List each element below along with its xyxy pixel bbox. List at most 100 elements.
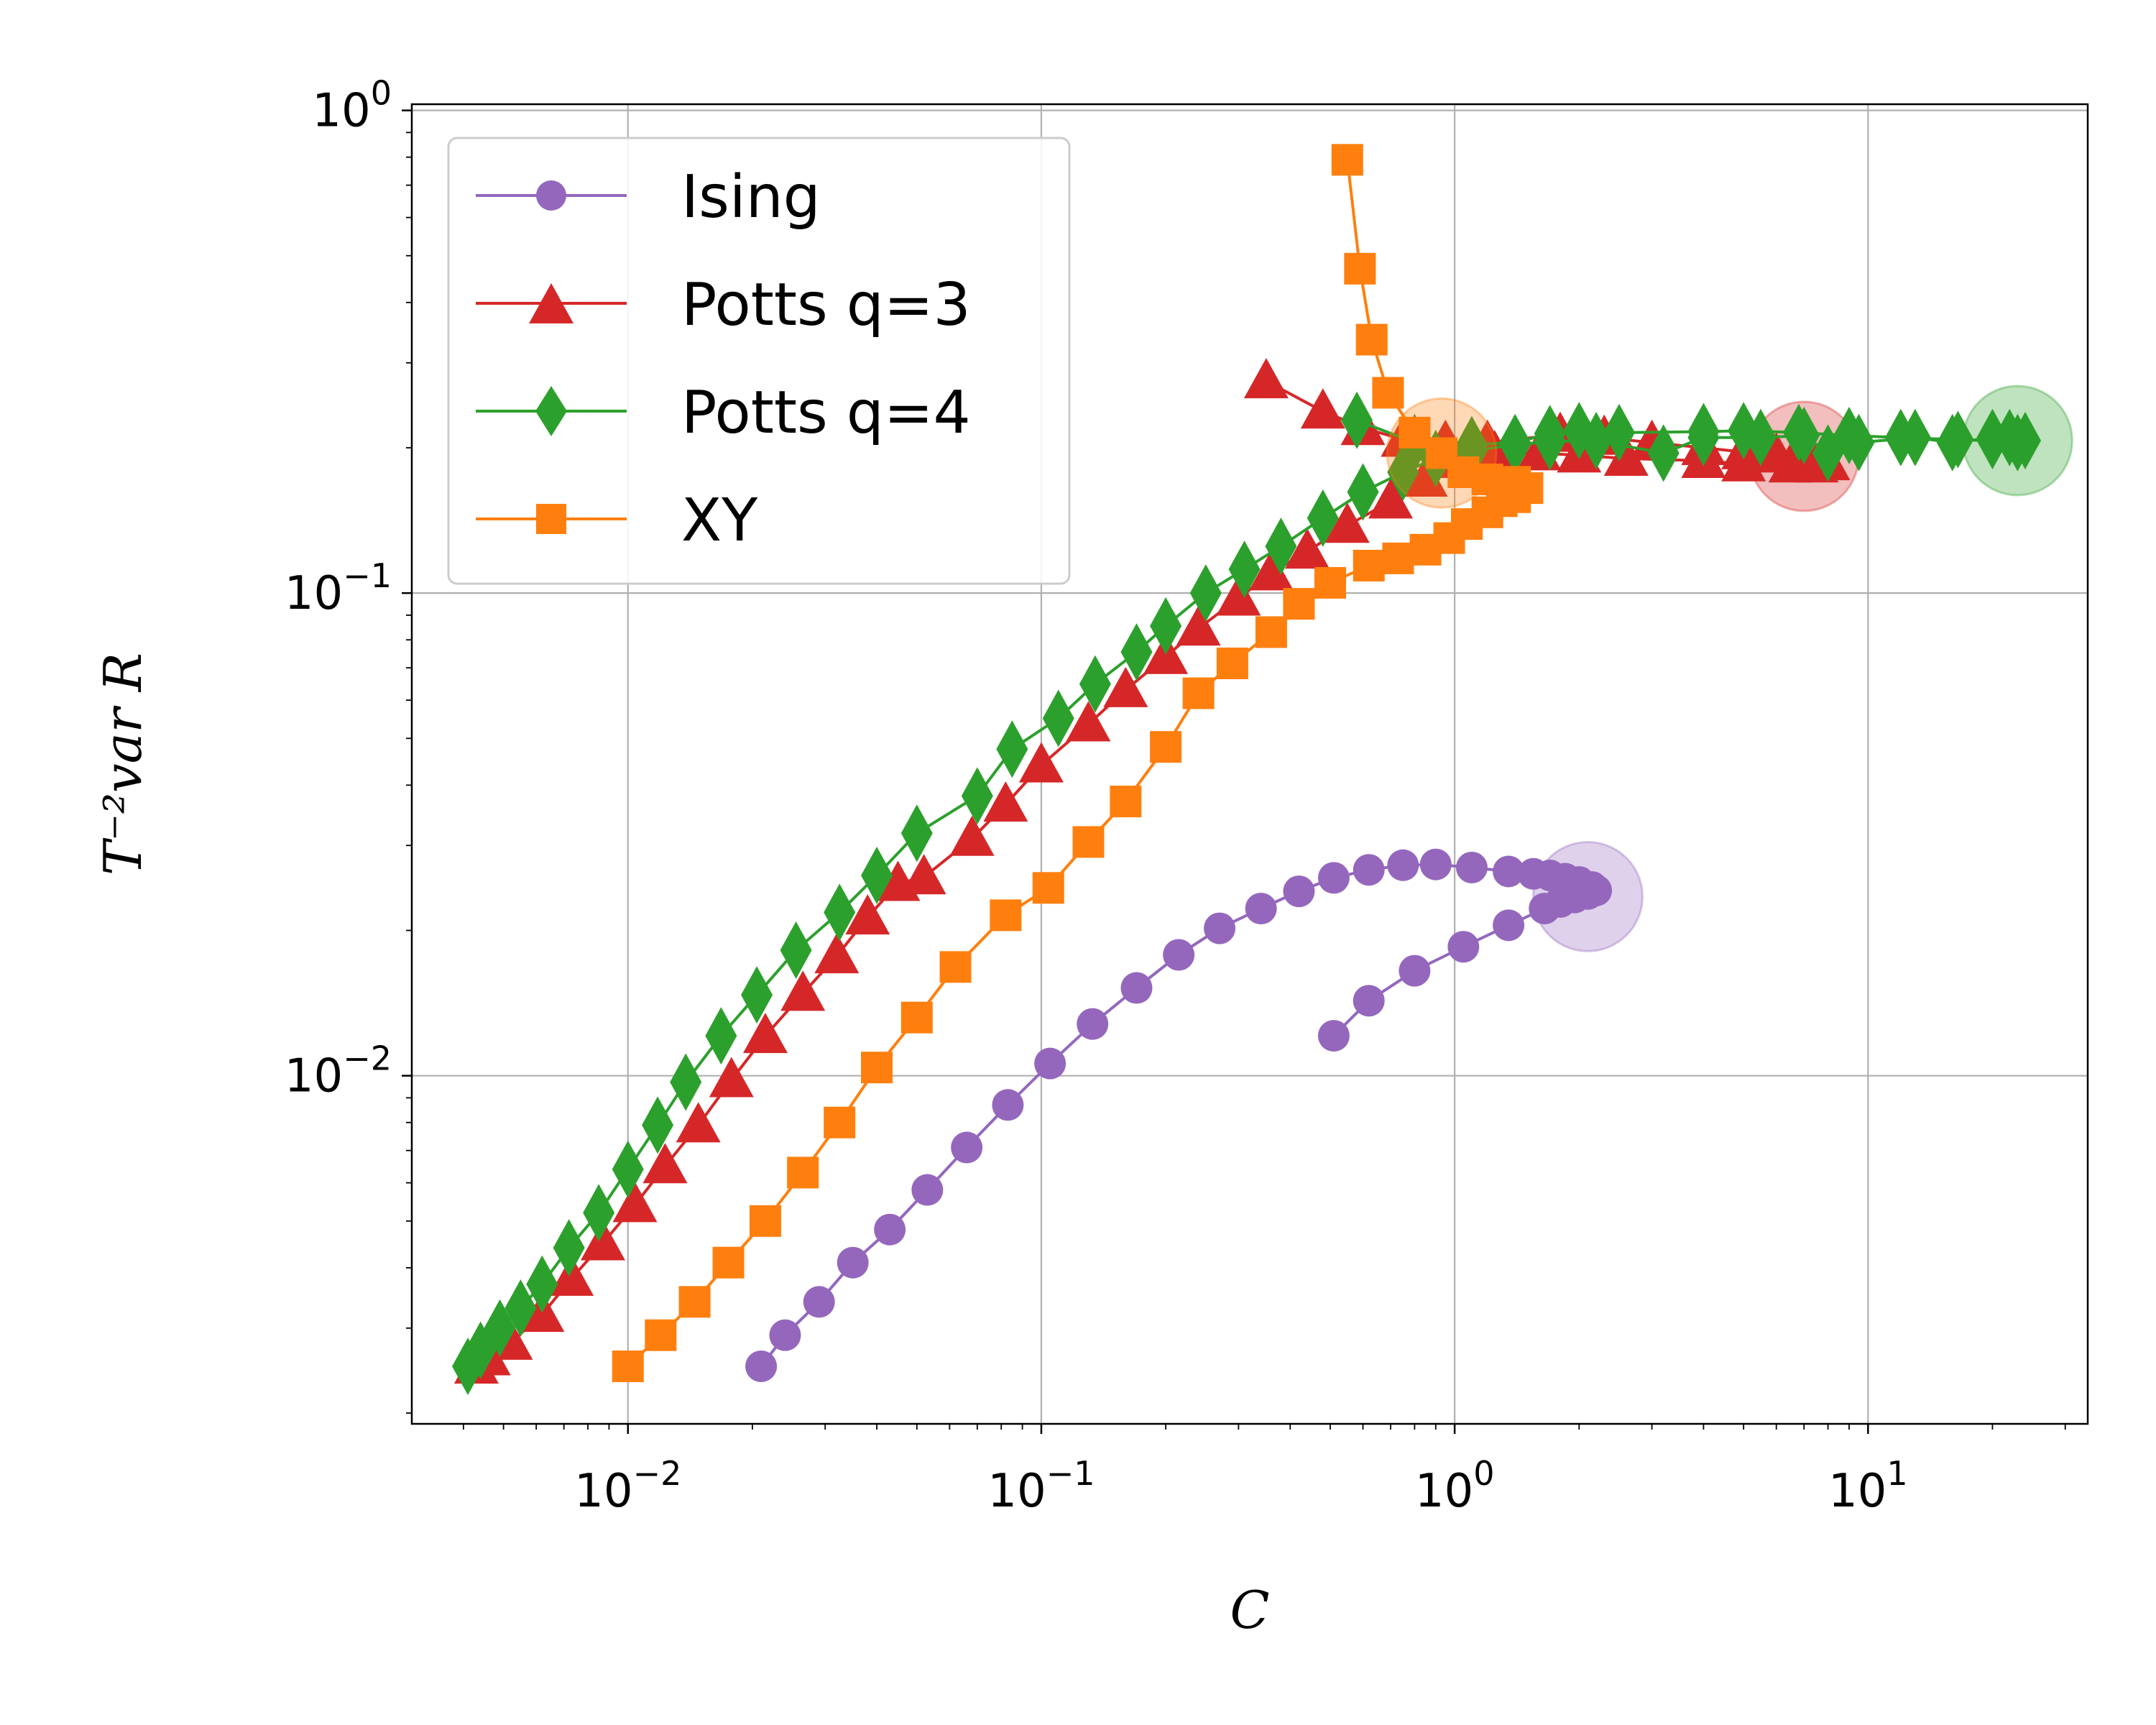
legend-entry-xy: XY <box>476 487 758 555</box>
data-point <box>1976 411 2009 469</box>
data-point <box>1647 424 1680 482</box>
legend-label: Ising <box>681 163 821 231</box>
data-point <box>742 1013 788 1054</box>
legend-marker-diamond <box>535 386 567 436</box>
data-point <box>1018 742 1064 783</box>
x-tick-label: 100 <box>1415 1454 1495 1518</box>
data-point <box>1120 972 1153 1004</box>
data-point <box>780 921 812 980</box>
data-point <box>1317 1020 1350 1052</box>
data-point <box>712 1246 745 1279</box>
data-point <box>1455 851 1488 883</box>
data-point <box>1300 388 1345 429</box>
data-point <box>505 1279 537 1337</box>
data-point <box>1176 605 1221 646</box>
data-point <box>1368 478 1414 519</box>
data-point <box>1042 689 1074 748</box>
data-point <box>983 781 1028 822</box>
data-point <box>1255 616 1287 648</box>
data-point <box>1216 575 1261 616</box>
data-point <box>705 1007 737 1065</box>
y-tick-label: 100 <box>312 74 392 138</box>
data-point <box>824 1106 856 1138</box>
data-point <box>1399 954 1431 987</box>
x-axis-label: C <box>1230 1580 1269 1640</box>
data-point <box>1399 416 1431 448</box>
data-point <box>2001 413 2034 472</box>
data-point <box>553 1219 585 1277</box>
data-point <box>1493 909 1525 942</box>
data-point <box>1283 588 1315 620</box>
data-point <box>1529 893 1561 925</box>
data-point <box>709 1057 754 1098</box>
data-point <box>580 1220 625 1261</box>
data-point <box>642 1143 688 1184</box>
series-xy <box>612 144 1544 1382</box>
data-point <box>1182 677 1215 709</box>
data-point <box>1283 875 1315 908</box>
data-point <box>1419 848 1452 880</box>
data-point <box>642 1096 674 1154</box>
data-point <box>1325 502 1370 543</box>
data-point <box>1728 402 1760 460</box>
data-point <box>745 1350 778 1382</box>
data-point <box>939 951 972 983</box>
data-point <box>769 1319 801 1351</box>
x-tick-label: 101 <box>1828 1454 1908 1518</box>
data-point <box>1204 912 1236 944</box>
data-point <box>1344 252 1376 285</box>
data-point <box>1163 939 1195 971</box>
data-point <box>1079 655 1111 713</box>
legend-label: Potts q=4 <box>681 379 971 447</box>
x-tick-label: 10−2 <box>574 1454 681 1518</box>
data-point <box>996 720 1028 778</box>
legend-label: Potts q=3 <box>681 271 971 339</box>
series-layer <box>452 144 2073 1395</box>
data-point <box>676 1102 721 1143</box>
legend-marker-circle <box>536 180 566 211</box>
data-point <box>1353 854 1385 886</box>
data-point <box>845 894 890 935</box>
data-point <box>1034 1047 1067 1080</box>
data-point <box>1942 410 1974 469</box>
data-point <box>1372 377 1404 409</box>
data-point <box>1245 893 1277 925</box>
data-point <box>678 1286 711 1318</box>
minor-ticks <box>406 132 2066 1430</box>
data-point <box>526 1255 558 1313</box>
plot-frame <box>410 103 2089 1425</box>
data-point <box>961 767 993 825</box>
data-point <box>1077 1008 1109 1040</box>
data-point <box>1317 862 1350 894</box>
data-point <box>1833 407 1865 465</box>
legend-label: XY <box>681 487 758 555</box>
data-point <box>951 1131 983 1164</box>
data-point <box>1341 391 1373 449</box>
data-point <box>670 1053 702 1111</box>
data-point <box>484 1299 516 1357</box>
data-point <box>787 1156 819 1189</box>
legend-entry-ising: Ising <box>476 163 821 231</box>
data-point <box>837 1246 869 1279</box>
legend-entry-potts-q3: Potts q=3 <box>476 271 971 339</box>
data-point <box>1382 542 1414 574</box>
y-axis-label: T⁻²var R <box>93 653 153 875</box>
highlight-circle <box>1531 840 1644 952</box>
data-point <box>1403 456 1448 497</box>
data-point <box>645 1319 677 1351</box>
data-point <box>741 966 773 1024</box>
data-point <box>1754 432 1799 473</box>
highlight-circle <box>1961 385 2073 497</box>
data-point <box>1285 528 1330 569</box>
data-point <box>1603 403 1636 461</box>
data-point <box>612 1350 644 1382</box>
data-point <box>1884 408 1917 466</box>
data-point <box>1150 597 1182 655</box>
data-point <box>1493 855 1525 888</box>
legend-marker-triangle <box>529 283 573 323</box>
series-potts-q-4 <box>452 385 2073 1395</box>
data-point <box>990 899 1022 932</box>
data-point <box>1314 566 1346 599</box>
highlight-circle <box>1386 397 1498 509</box>
